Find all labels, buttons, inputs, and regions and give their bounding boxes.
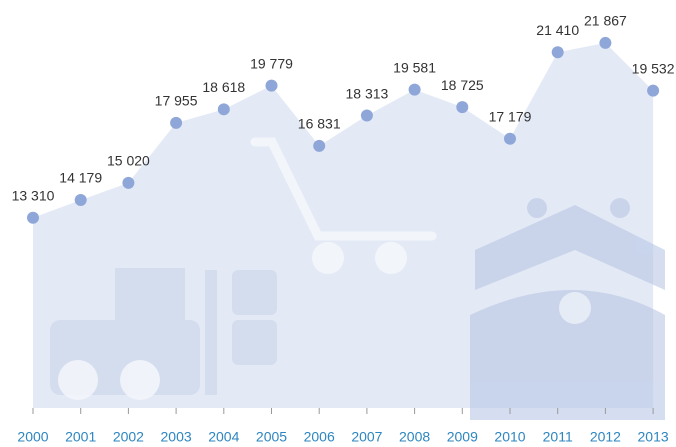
point (313, 140, 325, 152)
x-tick-label: 2012 (590, 429, 621, 445)
point (552, 46, 564, 58)
x-tick-label: 2011 (543, 429, 573, 445)
data-label: 21 410 (536, 22, 579, 38)
x-tick-label: 2006 (304, 429, 335, 445)
x-tick-label: 2008 (399, 429, 430, 445)
data-label: 16 831 (298, 116, 341, 132)
x-tick-label: 2004 (208, 429, 239, 445)
x-tick-label: 2013 (638, 429, 669, 445)
point (122, 177, 134, 189)
x-tick-label: 2000 (17, 429, 48, 445)
point (361, 110, 373, 122)
data-label: 19 581 (393, 59, 436, 75)
data-label: 19 779 (250, 55, 293, 71)
point (456, 101, 468, 113)
data-label: 17 955 (155, 93, 198, 109)
data-label: 14 179 (59, 170, 102, 186)
data-label: 18 725 (441, 77, 484, 93)
data-label: 18 618 (202, 79, 245, 95)
data-label: 18 313 (345, 85, 388, 101)
data-label: 17 179 (489, 108, 532, 124)
x-tick-label: 2010 (494, 429, 525, 445)
x-tick-label: 2007 (351, 429, 382, 445)
point (27, 212, 39, 224)
x-tick-label: 2009 (447, 429, 478, 445)
point (170, 117, 182, 129)
x-tick-label: 2002 (113, 429, 144, 445)
x-tick-label: 2003 (161, 429, 192, 445)
point (409, 84, 421, 96)
point (647, 85, 659, 97)
point (266, 80, 278, 92)
point (75, 194, 87, 206)
data-label: 13 310 (12, 187, 55, 203)
chart: 13 31014 179 15 020 17 95518 618 19 779 16 8… (0, 0, 676, 447)
data-label: 15 020 (107, 153, 150, 169)
x-tick-label: 2001 (65, 429, 96, 445)
data-label: 19 532 (632, 60, 675, 76)
data-label: 21 867 (584, 13, 627, 29)
point (504, 133, 516, 145)
x-tick-label: 2005 (256, 429, 287, 445)
point (599, 37, 611, 49)
point (218, 103, 230, 115)
